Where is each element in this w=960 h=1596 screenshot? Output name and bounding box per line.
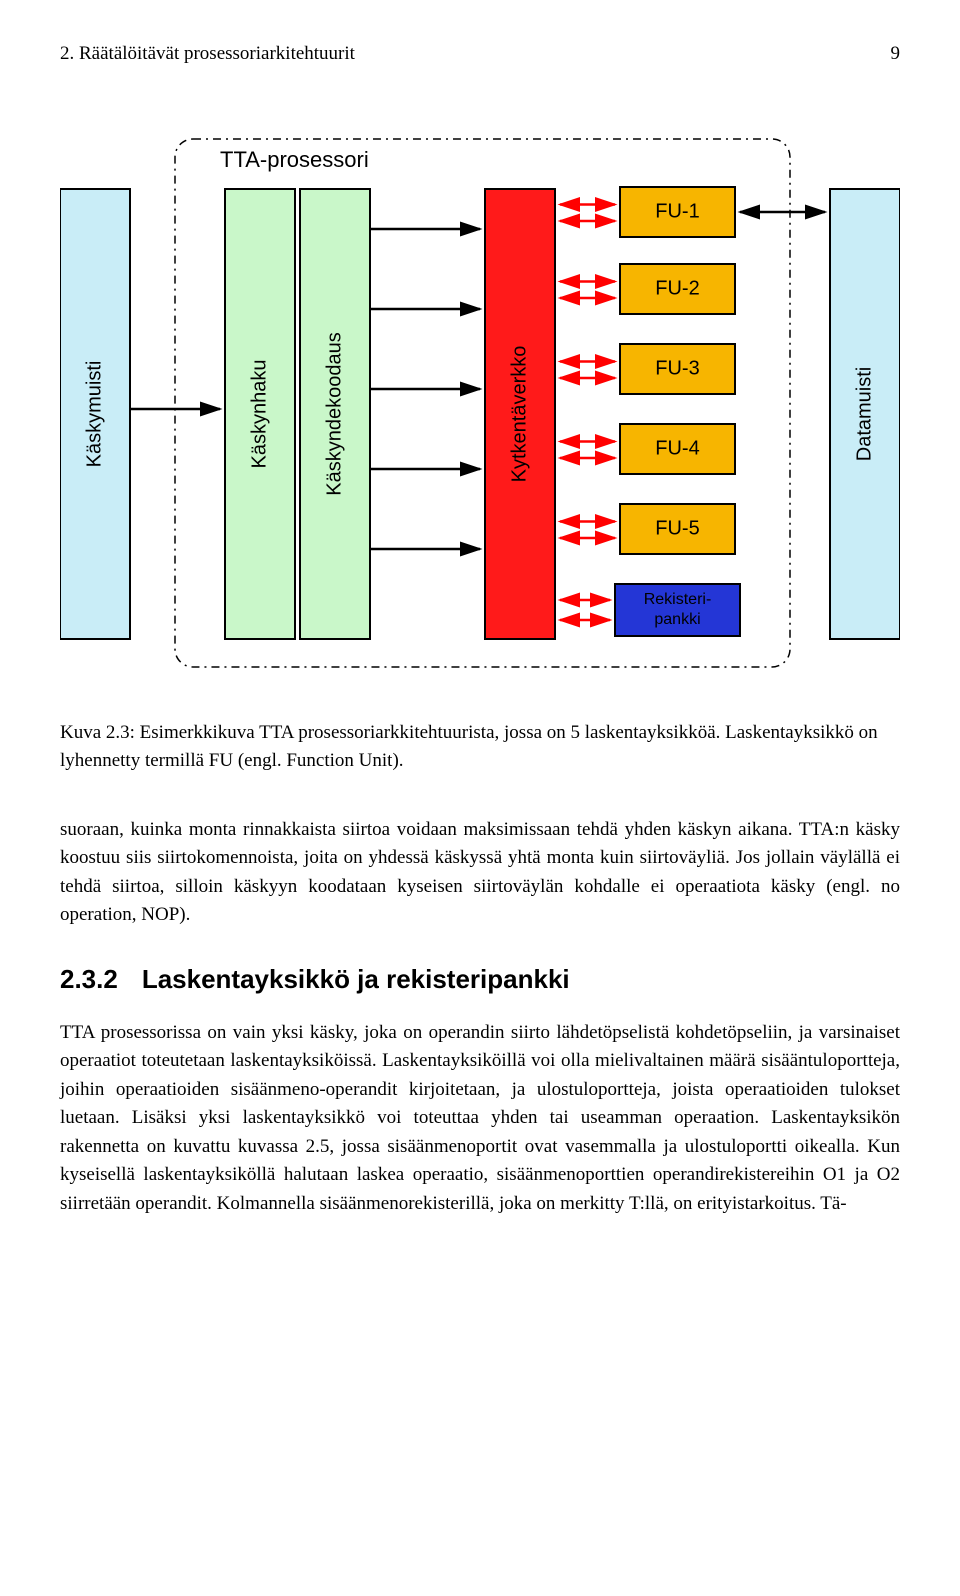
svg-text:Käskynhaku: Käskynhaku [248, 359, 270, 468]
svg-text:FU-3: FU-3 [655, 357, 699, 379]
svg-text:Käskyndekoodaus: Käskyndekoodaus [323, 332, 345, 495]
svg-text:Kytkentäverkko: Kytkentäverkko [508, 345, 530, 482]
svg-text:pankki: pankki [654, 611, 700, 628]
svg-text:FU-5: FU-5 [655, 517, 699, 539]
tta-diagram: TTA-prosessori Käskymuisti Käskynhaku Käsky… [60, 109, 900, 669]
header-chapter: 2. Räätälöitävät prosessoriarkitehtuurit [60, 40, 355, 69]
svg-text:TTA-prosessori: TTA-prosessori [220, 147, 369, 172]
figure-caption: Kuva 2.3: Esimerkkikuva TTA prosessoriar… [60, 719, 900, 776]
caption-text: Kuva 2.3: Esimerkkikuva TTA prosessoriar… [60, 722, 878, 772]
section-number: 2.3.2 [60, 964, 118, 994]
page-header: 2. Räätälöitävät prosessoriarkitehtuurit… [60, 40, 900, 69]
svg-text:FU-1: FU-1 [655, 200, 699, 222]
svg-text:Datamuisti: Datamuisti [853, 366, 875, 460]
svg-text:FU-4: FU-4 [655, 437, 699, 459]
paragraph2-text: TTA prosessorissa on vain yksi käsky, jo… [60, 1022, 900, 1214]
svg-text:Käskymuisti: Käskymuisti [83, 360, 105, 467]
section-body: TTA prosessorissa on vain yksi käsky, jo… [60, 1019, 900, 1219]
header-page-number: 9 [891, 40, 901, 69]
svg-text:Rekisteri-: Rekisteri- [644, 591, 712, 608]
paragraph-continuation: suoraan, kuinka monta rinnakkaista siirt… [60, 816, 900, 930]
svg-text:FU-2: FU-2 [655, 277, 699, 299]
paragraph1-text: suoraan, kuinka monta rinnakkaista siirt… [60, 819, 900, 926]
section-heading: 2.3.2 Laskentayksikkö ja rekisteripankki [60, 960, 900, 999]
section-title: Laskentayksikkö ja rekisteripankki [142, 964, 570, 994]
